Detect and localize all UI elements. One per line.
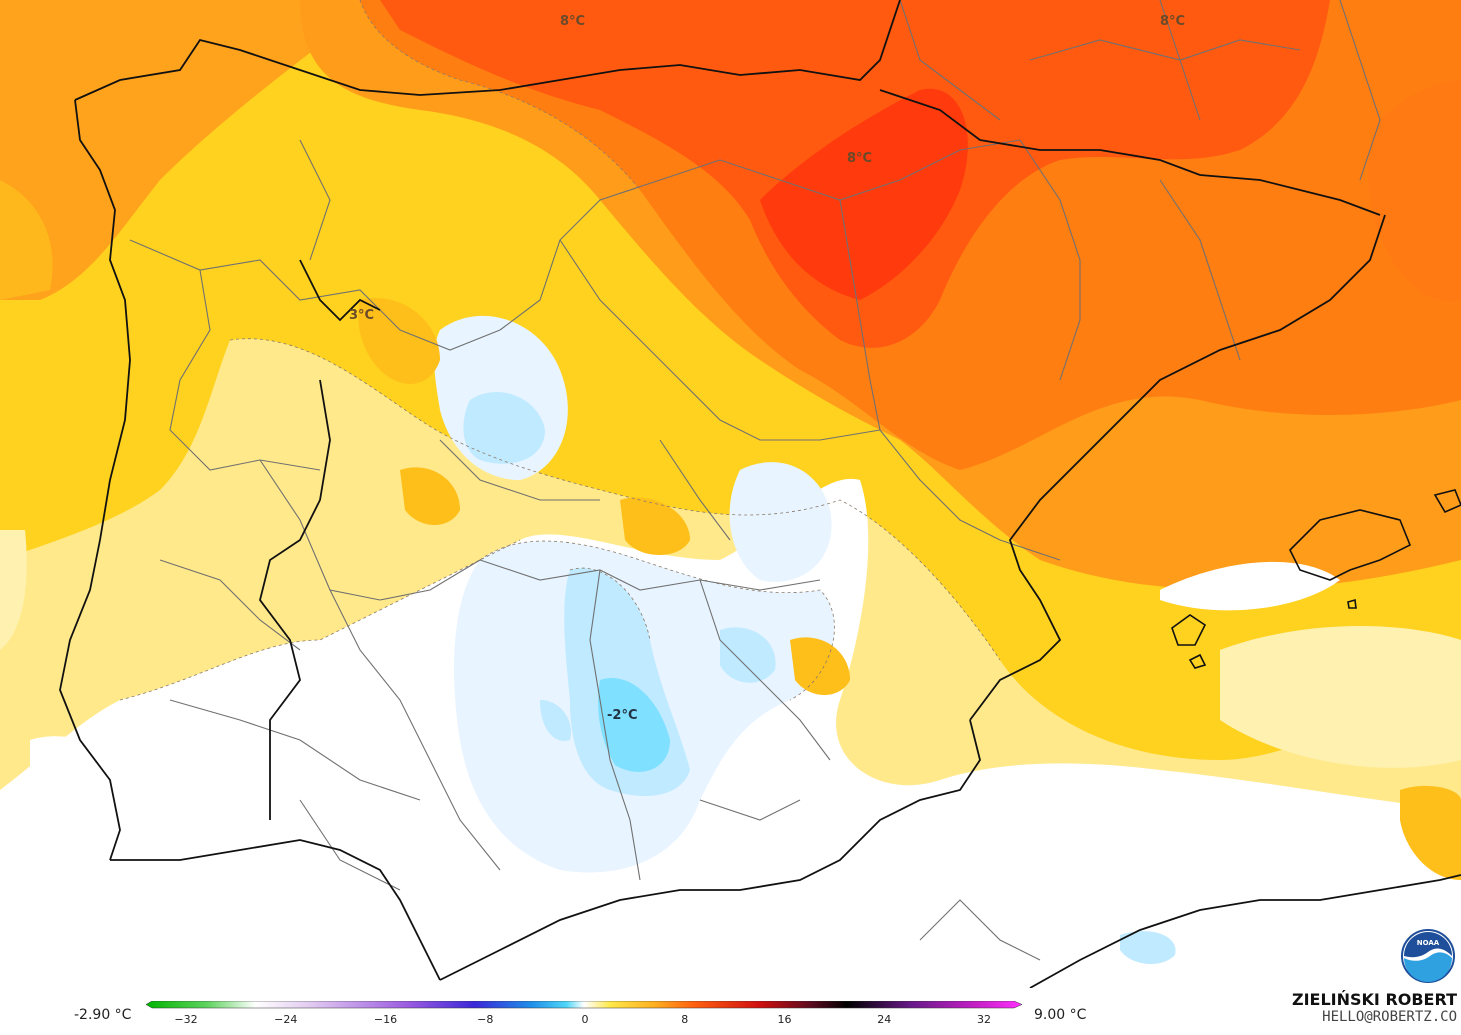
color-bar-tick: −24 xyxy=(274,1013,297,1026)
legend-min-value: -2.90 °C xyxy=(74,1007,132,1023)
color-bar-tick: −8 xyxy=(477,1013,493,1026)
noaa-logo-icon: NOAA xyxy=(1400,928,1456,988)
author-email: HELLO@ROBERTZ.CO xyxy=(1322,1009,1457,1025)
legend: -2.90 °C xyxy=(0,988,1461,1035)
label-north-8: 8°C xyxy=(560,14,585,29)
color-bar-tick: 16 xyxy=(778,1013,792,1026)
color-bar: −32 −24 −16 −8 0 8 16 24 32 xyxy=(146,1001,1023,1026)
color-bar-tick: 24 xyxy=(877,1013,891,1026)
label-south-minus2: -2°C xyxy=(607,708,637,723)
color-bar-tick: −16 xyxy=(374,1013,397,1026)
color-bar-tick: 32 xyxy=(977,1013,991,1026)
noaa-logo-text: NOAA xyxy=(1417,939,1440,947)
temperature-map: 8°C 8°C 8°C 3°C -2°C xyxy=(0,0,1461,988)
author-name: ZIELIŃSKI ROBERT xyxy=(1291,990,1457,1009)
color-bar-tick: 0 xyxy=(582,1013,589,1026)
legend-max-value: 9.00 °C xyxy=(1034,1007,1087,1023)
color-bar-tick: 8 xyxy=(681,1013,688,1026)
label-northeast-8: 8°C xyxy=(1160,14,1185,29)
label-ebro-8: 8°C xyxy=(847,151,872,166)
label-leon-3: 3°C xyxy=(349,308,374,323)
color-bar-tick: −32 xyxy=(174,1013,197,1026)
